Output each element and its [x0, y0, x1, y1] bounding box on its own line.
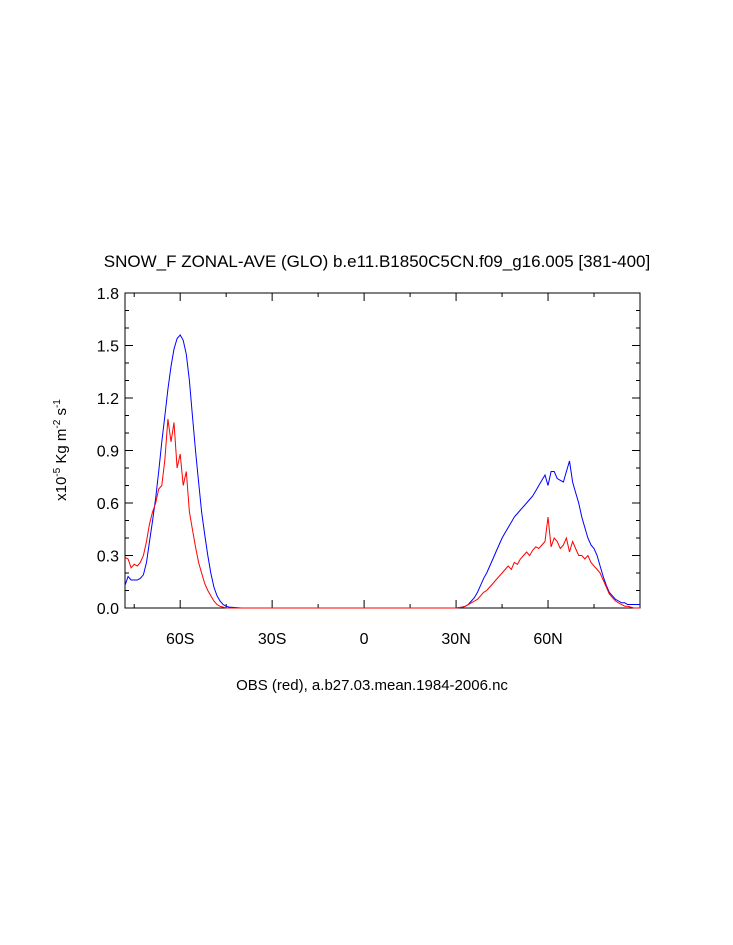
plot-frame — [124, 292, 641, 609]
y-label-unit-exponent: -2 — [52, 419, 63, 428]
x-axis: 60S 30S 0 30N 60N — [133, 293, 641, 648]
x-tick-label: 60S — [166, 631, 194, 648]
y-tick-label: 0.6 — [97, 496, 119, 513]
x-tick-label: 60N — [533, 631, 562, 648]
y-tick-label: 0.0 — [97, 601, 119, 618]
y-tick-label: 1.8 — [97, 286, 119, 303]
x-tick-label: 30S — [258, 631, 286, 648]
chart-title: SNOW_F ZONAL-AVE (GLO) b.e11.B1850C5CN.f… — [104, 252, 650, 271]
x-axis-label: OBS (red), a.b27.03.mean.1984-2006.nc — [236, 677, 508, 694]
x-tick-label: 30N — [441, 631, 470, 648]
plot-area: 0.0 0.3 0.6 0.9 1.2 1.5 1.8 60S 30S 0 30N 60N — [97, 286, 641, 648]
series-layer — [124, 334, 640, 609]
y-axis: 0.0 0.3 0.6 0.9 1.2 1.5 1.8 — [97, 286, 640, 618]
y-tick-label: 1.2 — [97, 391, 119, 408]
x-tick-label: 0 — [360, 631, 369, 648]
y-tick-label: 0.3 — [97, 549, 119, 566]
y-label-unit: Kg m — [53, 429, 70, 468]
y-label-unit2-exponent: -1 — [52, 399, 63, 408]
y-tick-label: 1.5 — [97, 339, 119, 356]
y-label-unit2: s — [53, 408, 70, 420]
y-label-prefix: x10 — [53, 477, 70, 501]
series-line-red — [124, 418, 640, 609]
y-tick-label: 0.9 — [97, 444, 119, 461]
y-axis-label: x10-5 Kg m-2 s-1 — [52, 399, 70, 501]
series-line-blue — [124, 334, 640, 609]
y-label-exponent: -5 — [52, 467, 63, 476]
